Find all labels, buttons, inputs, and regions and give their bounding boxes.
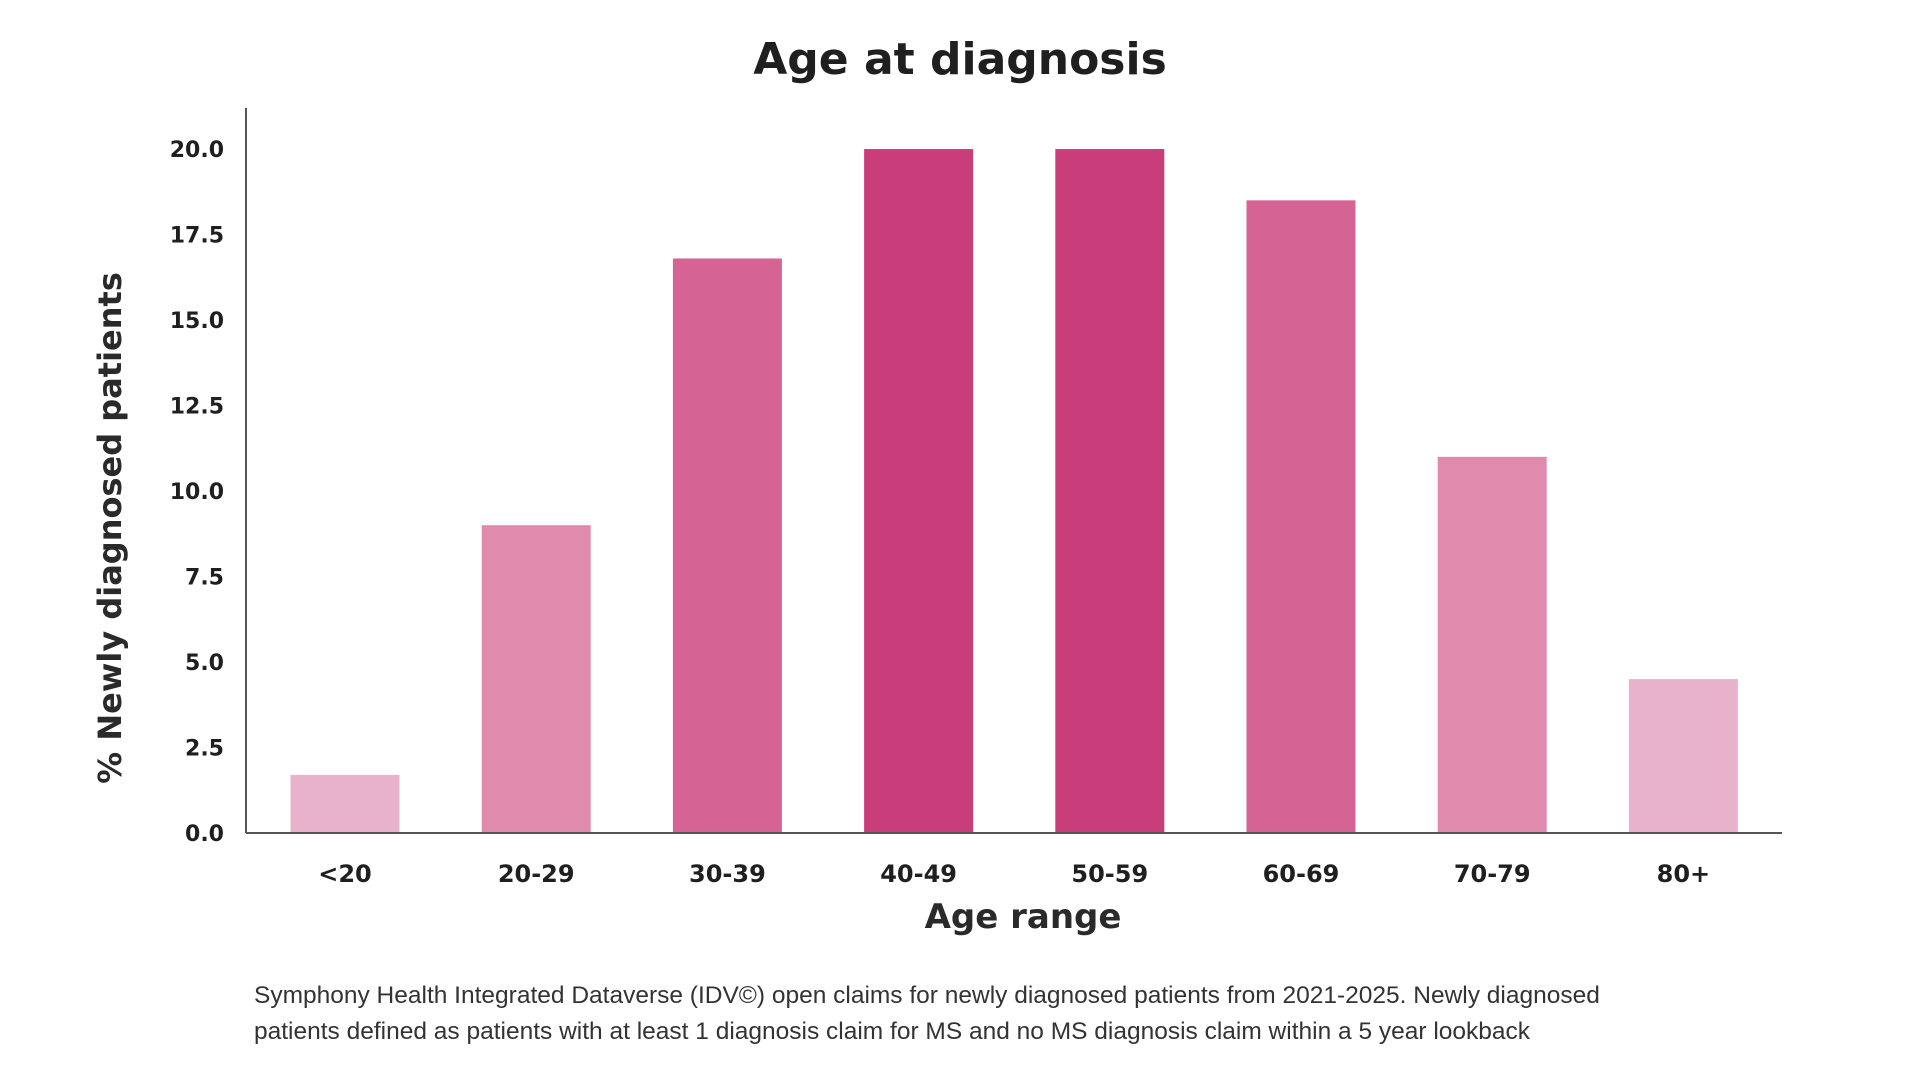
x-tick-label: 70-79 xyxy=(1454,860,1531,888)
bar xyxy=(1055,149,1165,834)
bars-group xyxy=(290,149,1738,834)
x-tick-label: <20 xyxy=(318,860,372,888)
bar xyxy=(481,525,591,833)
x-tick-label: 50-59 xyxy=(1071,860,1148,888)
chart-title: Age at diagnosis xyxy=(753,34,1167,85)
bar xyxy=(1246,200,1356,833)
y-tick-label: 15.0 xyxy=(170,309,224,334)
y-tick-label: 0.0 xyxy=(185,822,224,847)
footnote-line-1: Symphony Health Integrated Dataverse (ID… xyxy=(254,982,1600,1009)
bar xyxy=(290,774,400,833)
x-axis-label: Age range xyxy=(924,897,1122,937)
y-tick-label: 10.0 xyxy=(170,480,224,505)
y-tick-label: 12.5 xyxy=(170,395,224,420)
bar xyxy=(1628,679,1738,833)
bar xyxy=(864,149,974,834)
y-tick-labels: 0.0 2.5 5.0 7.5 10.0 12.5 15.0 17.5 20.0 xyxy=(170,138,224,847)
y-tick-label: 5.0 xyxy=(185,651,224,676)
y-tick-label: 20.0 xyxy=(170,138,224,163)
y-tick-label: 17.5 xyxy=(170,224,224,249)
y-tick-label: 7.5 xyxy=(185,566,224,591)
x-tick-label: 80+ xyxy=(1657,860,1711,888)
x-tick-label: 40-49 xyxy=(880,860,957,888)
x-tick-label: 20-29 xyxy=(498,860,575,888)
bar xyxy=(1437,456,1547,833)
x-tick-labels: <20 20-29 30-39 40-49 50-59 60-69 70-79 80+ xyxy=(318,860,1710,888)
bar xyxy=(672,258,782,834)
footnote: Symphony Health Integrated Dataverse (ID… xyxy=(254,978,1714,1050)
footnote-line-2: patients defined as patients with at lea… xyxy=(254,1018,1531,1045)
y-tick-label: 2.5 xyxy=(185,737,224,762)
x-tick-label: 30-39 xyxy=(689,860,766,888)
x-tick-label: 60-69 xyxy=(1263,860,1340,888)
